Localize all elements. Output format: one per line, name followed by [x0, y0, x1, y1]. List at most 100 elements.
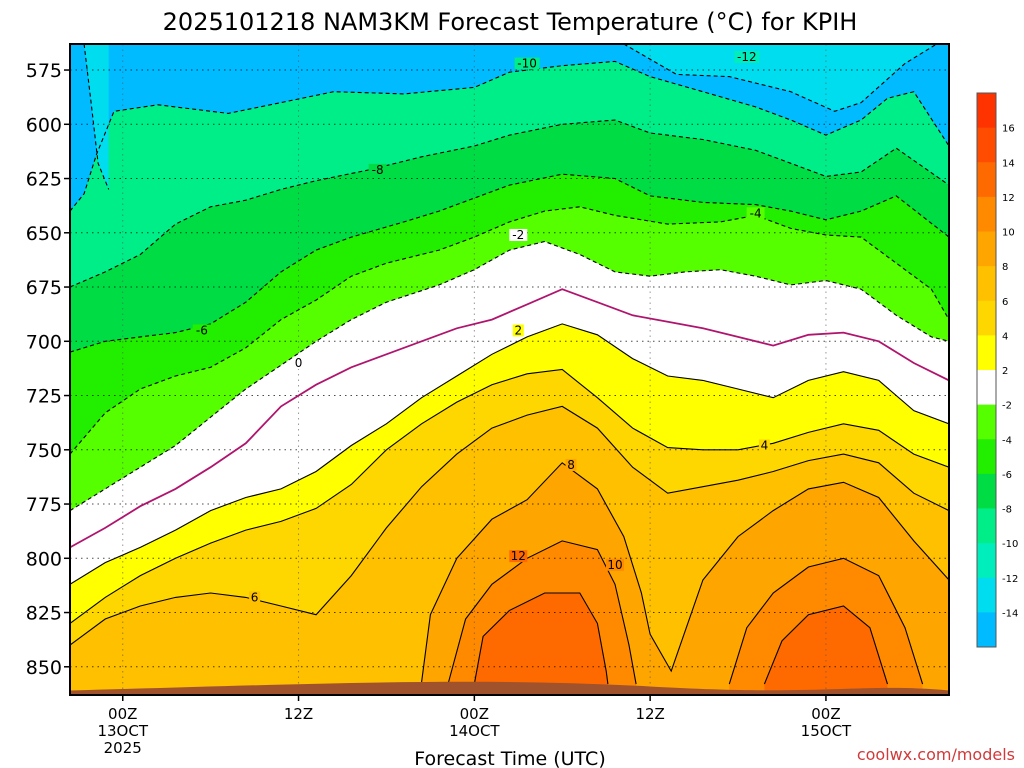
- credit-text[interactable]: coolwx.com/models: [857, 745, 1015, 764]
- y-tick-label: 625: [26, 169, 62, 191]
- contour-label: 0: [295, 356, 303, 370]
- colorbar-tick-label: 2: [1002, 366, 1008, 377]
- colorbar-tick-label: -12: [1002, 574, 1018, 585]
- contour-label-bg: [512, 324, 524, 337]
- colorbar-tick-label: 8: [1002, 262, 1008, 273]
- terrain: [70, 681, 949, 695]
- colorbar-tick-label: -2: [1002, 401, 1012, 412]
- colorbar-tick-label: 4: [1002, 331, 1008, 342]
- x-tick-label: 15OCT: [801, 722, 852, 740]
- y-tick-label: 725: [26, 386, 62, 408]
- isotherm-8: [421, 462, 949, 683]
- y-tick-label: 675: [26, 277, 62, 299]
- contour-label-bg: [758, 439, 770, 452]
- contour-label: 8: [567, 458, 575, 472]
- contour-label-bg: [368, 163, 387, 176]
- colorbar-tick-label: 16: [1002, 124, 1015, 135]
- colorbar-tick-label: -10: [1002, 539, 1018, 550]
- contour-label: -4: [750, 206, 762, 220]
- contour-label: -12: [737, 50, 757, 64]
- colorbar-bin: [977, 335, 996, 371]
- plot-area: -12 -10 -8 -6 -4 -2 0 2 4 6 8 10 12: [69, 43, 950, 696]
- colorbar-bin: [977, 231, 996, 267]
- y-tick-label: 825: [26, 603, 62, 625]
- isotherm-lines: [70, 44, 949, 685]
- chart-title: 2025101218 NAM3KM Forecast Temperature (…: [163, 8, 858, 36]
- colorbar-tick-label: 14: [1002, 158, 1015, 169]
- x-tick-label: 00Z: [460, 705, 489, 723]
- colorbar-bin: [977, 612, 996, 648]
- contour-label-bg: [509, 228, 528, 241]
- contour-label: 4: [761, 438, 769, 452]
- y-tick-label: 775: [26, 494, 62, 516]
- colorbar-tick-label: -6: [1002, 470, 1012, 481]
- contour-label-bg: [509, 550, 528, 563]
- contour-label: 10: [607, 558, 622, 572]
- contour-label-bg: [565, 458, 577, 471]
- isotherm--4: [70, 206, 949, 455]
- contour-label-bg: [514, 57, 540, 70]
- contour-label-bg: [605, 558, 624, 571]
- contour-label-bg: [192, 324, 211, 337]
- colorbar-bin: [977, 162, 996, 198]
- x-axis-label: Forecast Time (UTC): [414, 748, 605, 768]
- isotherm-0: [70, 288, 949, 549]
- colorbar-bin: [977, 543, 996, 579]
- colorbar-tick-label: -8: [1002, 505, 1012, 516]
- isotherm-6: [70, 405, 949, 646]
- colorbar-bin: [977, 508, 996, 544]
- colorbar-bin: [977, 196, 996, 232]
- colorbar-tick-label: 12: [1002, 193, 1015, 204]
- isotherm-12: [763, 605, 889, 685]
- x-tick-label: 14OCT: [449, 722, 500, 740]
- colorbar-frame: [976, 92, 997, 648]
- isotherm-10: [447, 540, 637, 685]
- y-tick-label: 850: [26, 657, 62, 679]
- colorbar-bin: [977, 127, 996, 163]
- band-fill-12: [474, 593, 608, 695]
- colorbar-bin: [977, 93, 996, 129]
- isotherm-4: [70, 368, 949, 624]
- contour-label: -6: [196, 323, 208, 337]
- band-fill-minus-12-pocket: [623, 44, 937, 112]
- colorbar-bin: [977, 473, 996, 509]
- x-tick-label: 12Z: [284, 705, 313, 723]
- x-tick-label: 13OCT: [97, 722, 148, 740]
- colorbar: 16 14 12 10 8 6 4 2 -2 -4 -6 -8 -10 -12 -14: [976, 92, 1018, 648]
- contour-label: -2: [512, 228, 524, 242]
- isotherm-2: [70, 323, 949, 585]
- y-tick-label: 700: [26, 331, 62, 353]
- isotherm--10: [70, 60, 949, 212]
- isotherm--8: [70, 119, 949, 288]
- contour-label: -8: [372, 163, 384, 177]
- colorbar-tick-label: -4: [1002, 435, 1012, 446]
- band-fill-minus-12-pocket: [84, 44, 109, 190]
- isotherm-10: [728, 557, 924, 685]
- colorbar-tick-label: -14: [1002, 608, 1018, 619]
- contour-label-bg: [734, 51, 760, 64]
- y-tick-label: 575: [26, 60, 62, 82]
- x-tick-label: 12Z: [635, 705, 664, 723]
- colorbar-bin: [977, 577, 996, 613]
- contour-label-bg: [293, 356, 305, 369]
- contour-label: 6: [251, 590, 259, 604]
- contour-label-bg: [249, 591, 261, 604]
- contour-label: -10: [517, 57, 537, 71]
- colorbar-bin: [977, 404, 996, 440]
- colorbar-tick-label: 10: [1002, 228, 1015, 239]
- isotherm-12: [473, 592, 609, 685]
- grid: [70, 44, 949, 695]
- y-axis: 575 600 625 650 675 700 725 750 775 800 825 850: [26, 60, 70, 679]
- y-tick-label: 750: [26, 440, 62, 462]
- colorbar-bin: [977, 266, 996, 302]
- isotherm--12: [623, 44, 937, 112]
- contour-label: 12: [511, 549, 526, 563]
- isotherm--2: [70, 240, 949, 512]
- y-tick-label: 650: [26, 223, 62, 245]
- x-tick-label: 2025: [104, 739, 142, 757]
- contour-label-bg: [746, 207, 765, 220]
- y-tick-label: 600: [26, 114, 62, 136]
- x-tick-label: 00Z: [811, 705, 840, 723]
